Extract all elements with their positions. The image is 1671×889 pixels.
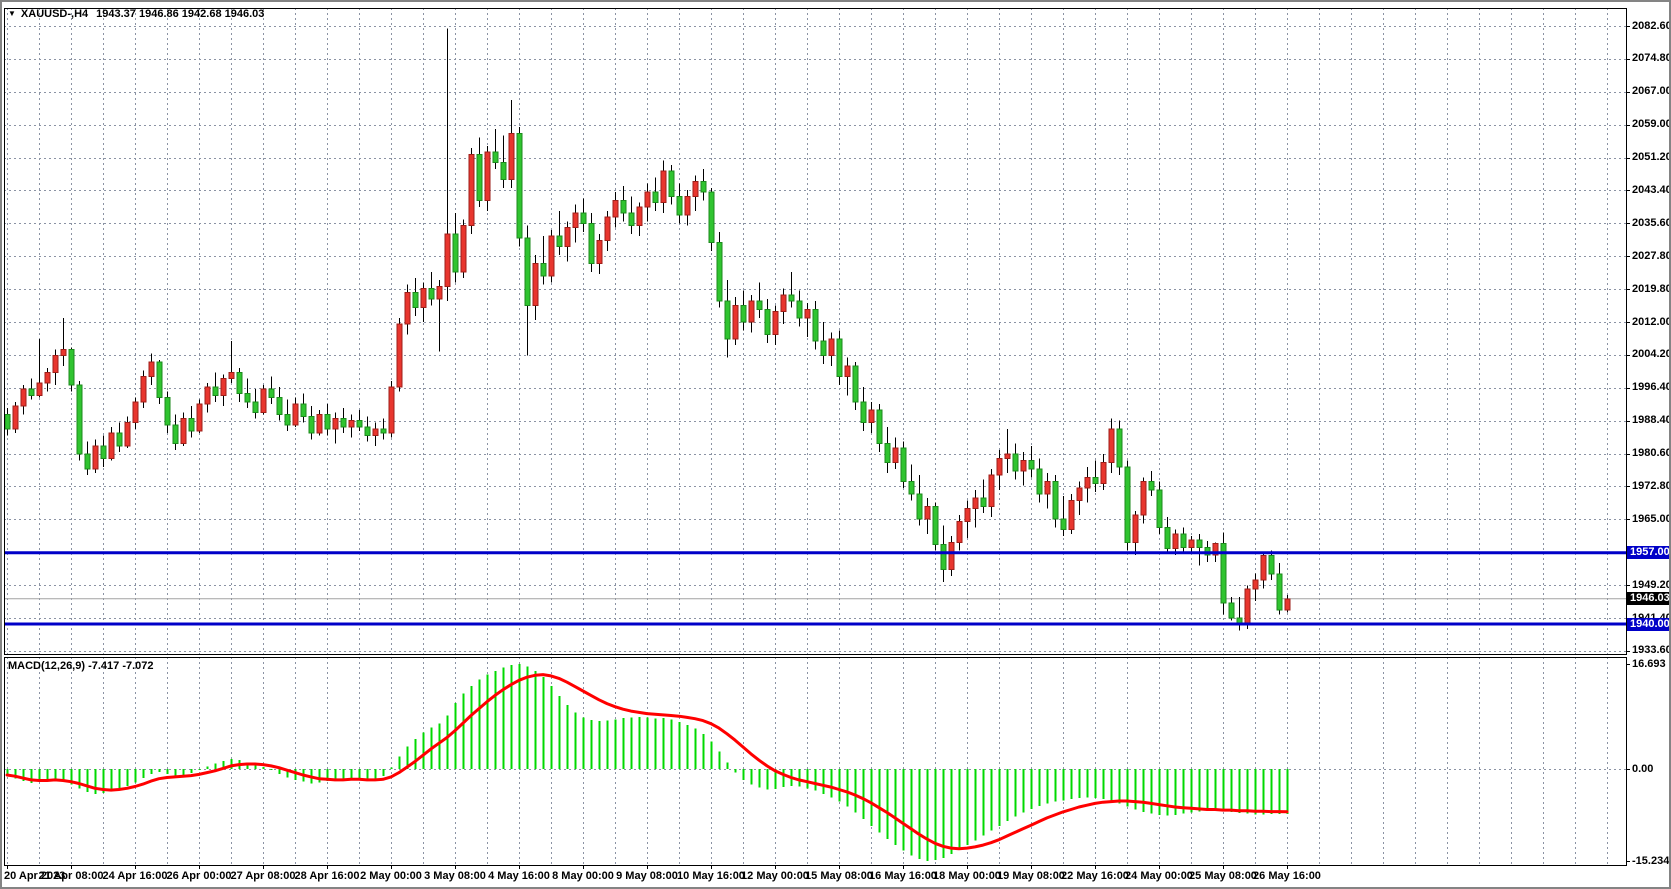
price-axis-label: 2027.80 <box>1632 249 1671 262</box>
current-price-badge: 1946.03 <box>1627 592 1669 606</box>
price-axis-label: 1996.40 <box>1632 381 1671 394</box>
price-axis-label: 2074.80 <box>1632 52 1671 65</box>
symbol-dropdown-icon[interactable]: ▼ <box>8 9 16 18</box>
price-axis-label: 2067.00 <box>1632 85 1671 98</box>
price-axis-label: 2035.60 <box>1632 216 1671 229</box>
price-axis-label: 2059.00 <box>1632 118 1671 131</box>
macd-signal-line <box>5 673 1289 851</box>
time-axis-label: 25 May 08:00 <box>1189 870 1257 882</box>
time-axis-label: 26 Apr 00:00 <box>166 870 232 882</box>
price-axis-label: 2051.20 <box>1632 151 1671 164</box>
macd-axis-label: 0.00 <box>1632 762 1654 775</box>
symbol-timeframe-label: XAUUSD-,H4 <box>20 8 89 20</box>
time-axis-label: 26 May 16:00 <box>1253 870 1321 882</box>
price-axis-label: 2082.60 <box>1632 19 1671 32</box>
ohlc-values: 1943.37 1946.86 1942.68 1946.03 <box>96 8 265 20</box>
time-axis-label: 19 May 08:00 <box>997 870 1065 882</box>
time-axis-label: 15 May 08:00 <box>805 870 873 882</box>
price-axis-label: 1988.40 <box>1632 414 1671 427</box>
time-axis-label: 16 May 16:00 <box>869 870 937 882</box>
time-axis-label: 22 May 16:00 <box>1061 870 1129 882</box>
time-axis-label: 28 Apr 16:00 <box>294 870 360 882</box>
time-axis-label: 2 May 00:00 <box>360 870 422 882</box>
time-axis-label: 21 Apr 08:00 <box>38 870 104 882</box>
time-axis-label: 9 May 08:00 <box>616 870 678 882</box>
price-axis-label: 1949.20 <box>1632 578 1671 591</box>
time-axis-label: 8 May 00:00 <box>552 870 614 882</box>
time-axis-label: 24 Apr 16:00 <box>102 870 168 882</box>
time-axis-label: 12 May 00:00 <box>741 870 809 882</box>
macd-axis-label: -15.234 <box>1632 854 1670 867</box>
price-level-badge-1940: 1940.00 <box>1627 617 1669 631</box>
macd-values: -7.417 -7.072 <box>88 660 154 672</box>
time-axis-label: 3 May 08:00 <box>424 870 486 882</box>
time-axis-label: 27 Apr 08:00 <box>230 870 296 882</box>
price-axis-label: 2043.40 <box>1632 183 1671 196</box>
macd-axis-label: 16.693 <box>1632 657 1666 670</box>
price-level-badge-1957: 1957.00 <box>1627 546 1669 560</box>
price-axis-label: 2004.20 <box>1632 348 1671 361</box>
price-axis-label: 1972.80 <box>1632 479 1671 492</box>
panel-borders <box>4 8 1630 869</box>
time-axis-label: 24 May 00:00 <box>1125 870 1193 882</box>
macd-name: MACD(12,26,9) <box>8 660 86 672</box>
grid-layer <box>4 8 1626 865</box>
price-axis-label: 2019.80 <box>1632 282 1671 295</box>
price-axis-label: 1965.00 <box>1632 512 1671 525</box>
macd-indicator-label: MACD(12,26,9) -7.417 -7.072 <box>8 660 154 673</box>
time-axis-label: 10 May 16:00 <box>677 870 745 882</box>
level-lines-layer <box>4 551 1626 626</box>
time-axis-label: 18 May 00:00 <box>933 870 1001 882</box>
time-axis-label: 20 Apr 2023 <box>4 870 66 882</box>
price-axis-label: 1980.60 <box>1632 447 1671 460</box>
price-axis-label: 2012.00 <box>1632 315 1671 328</box>
time-axis-label: 4 May 16:00 <box>488 870 550 882</box>
price-axis-label: 1933.60 <box>1632 644 1671 657</box>
candles-layer <box>4 28 1291 631</box>
symbol-ohlc-header: ▼ XAUUSD-,H4 1943.37 1946.86 1942.68 1946.… <box>8 8 264 22</box>
